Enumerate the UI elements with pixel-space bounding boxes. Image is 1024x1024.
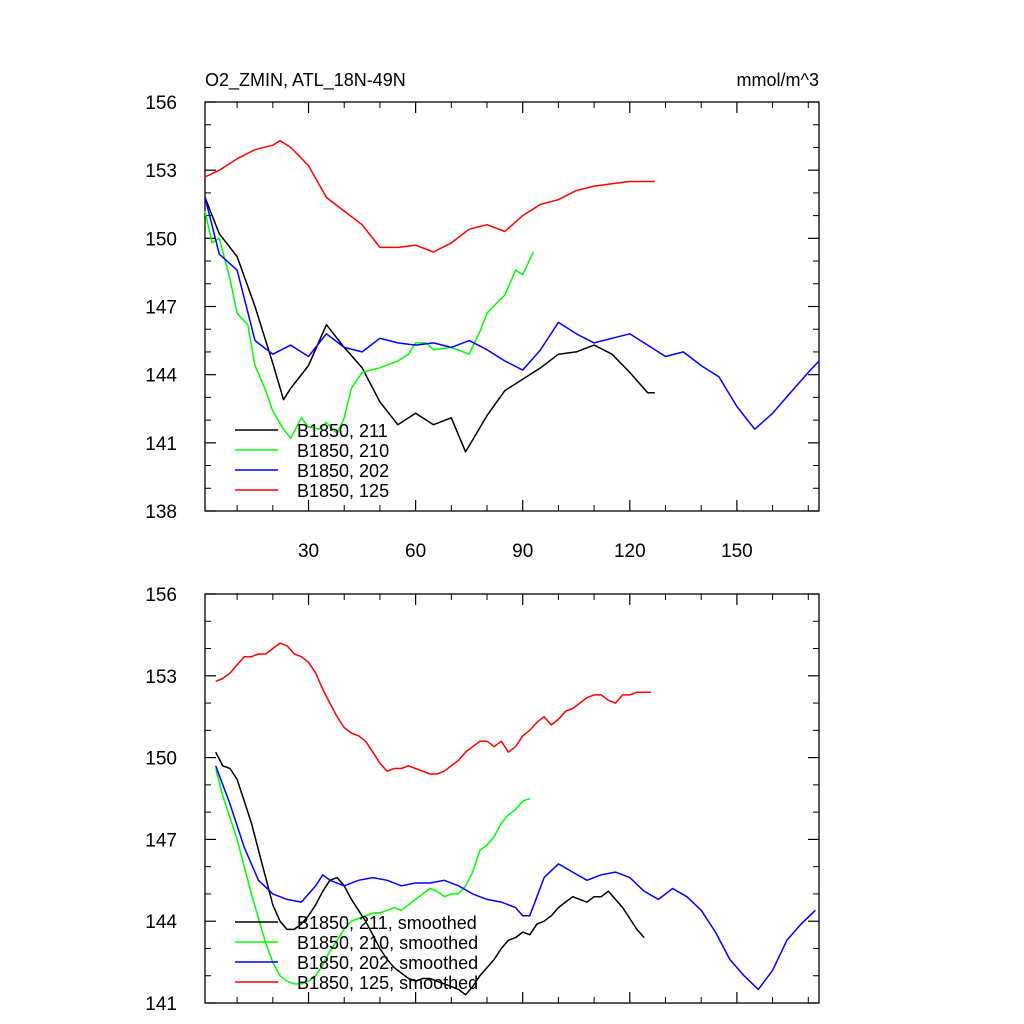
legend-label: B1850, 125	[297, 481, 389, 501]
y-tick-label: 156	[145, 585, 177, 606]
legend-label: B1850, 210	[297, 441, 389, 461]
series-line	[204, 139, 655, 253]
legend-label: B1850, 210, smoothed	[297, 933, 478, 953]
x-tick-label: 150	[721, 541, 753, 562]
x-tick-label: 30	[298, 541, 319, 562]
legend-label: B1850, 125, smoothed	[297, 973, 478, 993]
y-tick-label: 144	[145, 366, 177, 387]
series-line	[214, 765, 816, 991]
y-tick-label: 144	[145, 912, 177, 933]
x-tick-label: 60	[405, 541, 426, 562]
x-tick-label: 120	[614, 541, 646, 562]
chart-title: O2_ZMIN, ATL_18N-49N	[205, 70, 406, 91]
units-label: mmol/m^3	[737, 70, 819, 90]
plot-area-top: 138 141 144 147 150 153 156 30 60 90 120 150 B1850, …	[145, 93, 820, 562]
y-tick-label: 141	[145, 434, 177, 455]
y-tick-label: 147	[145, 830, 177, 851]
y-tick-label: 153	[145, 161, 177, 182]
plot-frame	[204, 593, 820, 1004]
y-tick-label: 156	[145, 93, 177, 114]
legend-label: B1850, 211	[297, 421, 388, 441]
y-tick-label: 141	[145, 994, 177, 1015]
y-tick-label: 147	[145, 298, 177, 319]
series-line	[204, 210, 535, 440]
y-tick-label: 138	[145, 502, 177, 523]
legend-label: B1850, 202	[297, 461, 389, 481]
top-panel: O2_ZMIN, ATL_18N-49N mmol/m^3 1381411441…	[145, 70, 820, 562]
legend-label: B1850, 211, smoothed	[297, 913, 477, 933]
y-tick-label: 150	[145, 749, 177, 770]
series-line	[204, 197, 820, 430]
series-line	[215, 751, 645, 996]
y-tick-label: 150	[145, 229, 177, 250]
y-tick-label: 153	[145, 667, 177, 688]
series-line	[215, 642, 652, 775]
series-line	[204, 197, 655, 453]
x-tick-label: 90	[512, 541, 533, 562]
legend-label: B1850, 202, smoothed	[297, 953, 478, 973]
series-line	[214, 768, 531, 985]
